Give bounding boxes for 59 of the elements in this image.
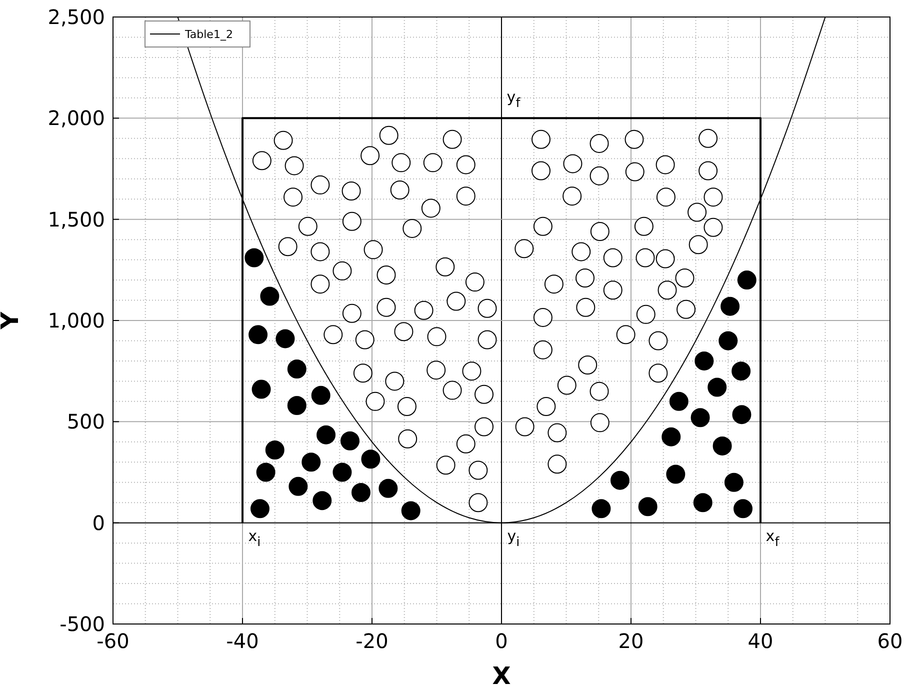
y-tick-label: -500 (60, 612, 105, 636)
point (693, 493, 712, 512)
x-tick-label: 40 (748, 629, 774, 653)
y-tick-label: 1,500 (48, 207, 105, 232)
point (401, 501, 420, 520)
annotation: y$_{f}$ (506, 88, 521, 112)
point (378, 478, 398, 498)
x-tick-label: 0 (495, 629, 508, 653)
point (638, 497, 658, 516)
point (690, 408, 710, 428)
y-tick-label: 2,500 (48, 5, 105, 29)
point (361, 450, 380, 469)
annotation: x$_{f}$ (766, 526, 780, 550)
y-axis-title: Y (0, 311, 24, 330)
x-tick-label: 20 (618, 629, 644, 653)
point (694, 351, 714, 370)
point (248, 325, 268, 344)
point (302, 452, 321, 472)
y-tick-label: 1,000 (48, 308, 105, 332)
point (332, 462, 352, 482)
point (732, 405, 752, 424)
point (312, 491, 332, 510)
point (720, 296, 740, 316)
point (732, 362, 751, 381)
point (737, 270, 756, 290)
point (712, 436, 732, 456)
x-tick-label: 60 (877, 629, 903, 653)
point (592, 499, 611, 518)
y-tick-label: 500 (66, 410, 105, 434)
x-tick-label: -40 (226, 629, 259, 653)
legend-label: Table1_2 (184, 28, 233, 41)
point (287, 360, 306, 379)
point (288, 476, 308, 496)
point (250, 499, 270, 518)
annotation: y$_{i}$ (507, 526, 520, 550)
x-tick-label: -20 (356, 629, 388, 653)
point (260, 286, 280, 306)
point (724, 472, 744, 492)
point (311, 386, 330, 405)
point (340, 431, 360, 450)
point (256, 462, 276, 482)
point (662, 427, 681, 446)
x-axis-title: X (492, 662, 512, 688)
point (708, 378, 727, 397)
point (265, 440, 284, 460)
point (718, 331, 738, 350)
y-tick-label: 2,000 (48, 106, 105, 130)
point (666, 464, 686, 484)
point (610, 470, 630, 490)
point (734, 499, 753, 518)
point (244, 248, 264, 268)
point (669, 392, 688, 411)
point (316, 425, 336, 444)
point (351, 482, 370, 502)
point (276, 329, 295, 348)
point (287, 396, 306, 415)
annotation: x$_{i}$ (248, 526, 261, 550)
y-tick-label: 0 (92, 510, 105, 535)
point (252, 380, 271, 399)
